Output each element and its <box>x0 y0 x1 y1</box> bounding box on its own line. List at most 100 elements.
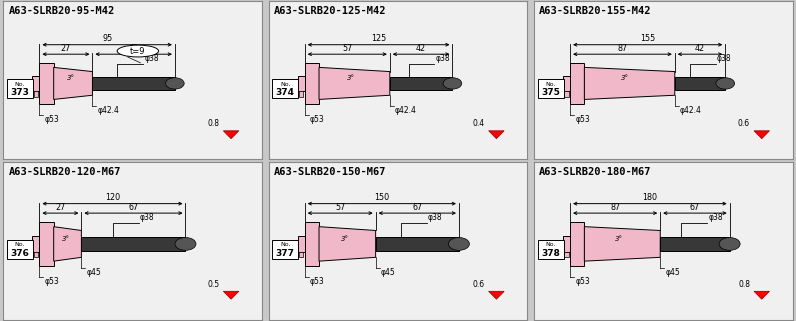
Polygon shape <box>584 67 675 100</box>
Text: φ38: φ38 <box>708 213 723 222</box>
Text: 87: 87 <box>610 203 620 212</box>
Text: 67: 67 <box>412 203 423 212</box>
Text: 374: 374 <box>276 88 295 97</box>
FancyBboxPatch shape <box>538 240 564 259</box>
Circle shape <box>716 78 735 89</box>
Circle shape <box>175 238 196 250</box>
Text: 0.5: 0.5 <box>207 280 220 289</box>
Text: φ42.4: φ42.4 <box>680 106 702 115</box>
Bar <box>33 91 38 97</box>
Text: 95: 95 <box>102 34 112 43</box>
Text: 42: 42 <box>695 44 705 53</box>
FancyBboxPatch shape <box>7 80 33 99</box>
Bar <box>299 91 303 97</box>
Ellipse shape <box>117 45 158 57</box>
Text: φ38: φ38 <box>717 54 732 63</box>
Text: No.: No. <box>280 242 291 247</box>
Text: 3°: 3° <box>341 236 349 241</box>
Text: A63-SLRB20-155-M42: A63-SLRB20-155-M42 <box>539 6 652 16</box>
Bar <box>81 237 185 251</box>
Text: 3°: 3° <box>615 236 622 241</box>
Bar <box>40 222 53 266</box>
Polygon shape <box>319 227 376 261</box>
Text: 67: 67 <box>690 203 700 212</box>
Text: No.: No. <box>280 82 291 86</box>
Text: t=9: t=9 <box>130 47 146 56</box>
Bar <box>305 63 319 104</box>
Bar <box>563 75 570 91</box>
Bar <box>32 236 40 252</box>
Bar <box>305 222 319 266</box>
Text: No.: No. <box>15 242 25 247</box>
FancyBboxPatch shape <box>272 240 298 259</box>
Text: 376: 376 <box>10 249 29 258</box>
Text: 0.4: 0.4 <box>473 119 485 128</box>
Bar <box>563 236 570 252</box>
Text: 120: 120 <box>105 193 120 202</box>
Circle shape <box>448 238 470 250</box>
Bar <box>299 252 303 257</box>
Text: 67: 67 <box>128 203 139 212</box>
Polygon shape <box>584 227 660 261</box>
Text: φ53: φ53 <box>576 277 590 286</box>
Text: A63-SLRB20-180-M67: A63-SLRB20-180-M67 <box>539 167 652 177</box>
Text: No.: No. <box>545 242 556 247</box>
Text: 57: 57 <box>335 203 345 212</box>
Text: φ38: φ38 <box>140 213 154 222</box>
Text: 155: 155 <box>640 34 655 43</box>
Bar <box>564 252 568 257</box>
Bar <box>32 75 40 91</box>
Text: 3°: 3° <box>621 75 629 81</box>
Text: φ42.4: φ42.4 <box>395 106 417 115</box>
FancyBboxPatch shape <box>538 80 564 99</box>
Text: 180: 180 <box>642 193 657 202</box>
Bar <box>564 91 568 97</box>
Text: 373: 373 <box>10 88 29 97</box>
Circle shape <box>443 78 462 89</box>
Text: φ38: φ38 <box>144 54 159 63</box>
Text: 0.6: 0.6 <box>738 119 750 128</box>
Text: φ45: φ45 <box>87 268 101 277</box>
Text: φ53: φ53 <box>45 115 60 124</box>
Text: 0.8: 0.8 <box>738 280 750 289</box>
Text: 87: 87 <box>618 44 627 53</box>
Text: 0.6: 0.6 <box>473 280 485 289</box>
Text: 27: 27 <box>60 44 71 53</box>
Text: 378: 378 <box>541 249 560 258</box>
Text: No.: No. <box>545 82 556 86</box>
Text: 377: 377 <box>276 249 295 258</box>
Bar <box>570 222 584 266</box>
Polygon shape <box>224 291 239 299</box>
Text: 150: 150 <box>374 193 389 202</box>
Text: φ53: φ53 <box>310 277 325 286</box>
Text: 42: 42 <box>416 44 426 53</box>
FancyBboxPatch shape <box>272 80 298 99</box>
Polygon shape <box>754 291 770 299</box>
Circle shape <box>166 78 184 89</box>
Text: φ53: φ53 <box>310 115 325 124</box>
Text: φ42.4: φ42.4 <box>98 106 119 115</box>
FancyBboxPatch shape <box>7 240 33 259</box>
Text: φ45: φ45 <box>665 268 680 277</box>
Text: 27: 27 <box>55 203 65 212</box>
Bar <box>675 77 725 90</box>
Text: φ45: φ45 <box>380 268 396 277</box>
Bar <box>92 77 175 90</box>
Text: φ53: φ53 <box>576 115 590 124</box>
Bar <box>376 237 459 251</box>
Bar <box>298 236 305 252</box>
Text: 3°: 3° <box>67 75 75 81</box>
Text: A63-SLRB20-125-M42: A63-SLRB20-125-M42 <box>274 6 386 16</box>
Bar <box>660 237 730 251</box>
Polygon shape <box>754 131 770 139</box>
Bar <box>570 63 584 104</box>
Text: φ38: φ38 <box>435 54 451 63</box>
Text: φ38: φ38 <box>427 213 443 222</box>
Polygon shape <box>319 67 390 100</box>
Text: φ53: φ53 <box>45 277 60 286</box>
Bar <box>33 252 38 257</box>
Polygon shape <box>489 131 504 139</box>
Text: 3°: 3° <box>62 236 70 241</box>
Text: 0.8: 0.8 <box>208 119 220 128</box>
Polygon shape <box>53 67 92 100</box>
